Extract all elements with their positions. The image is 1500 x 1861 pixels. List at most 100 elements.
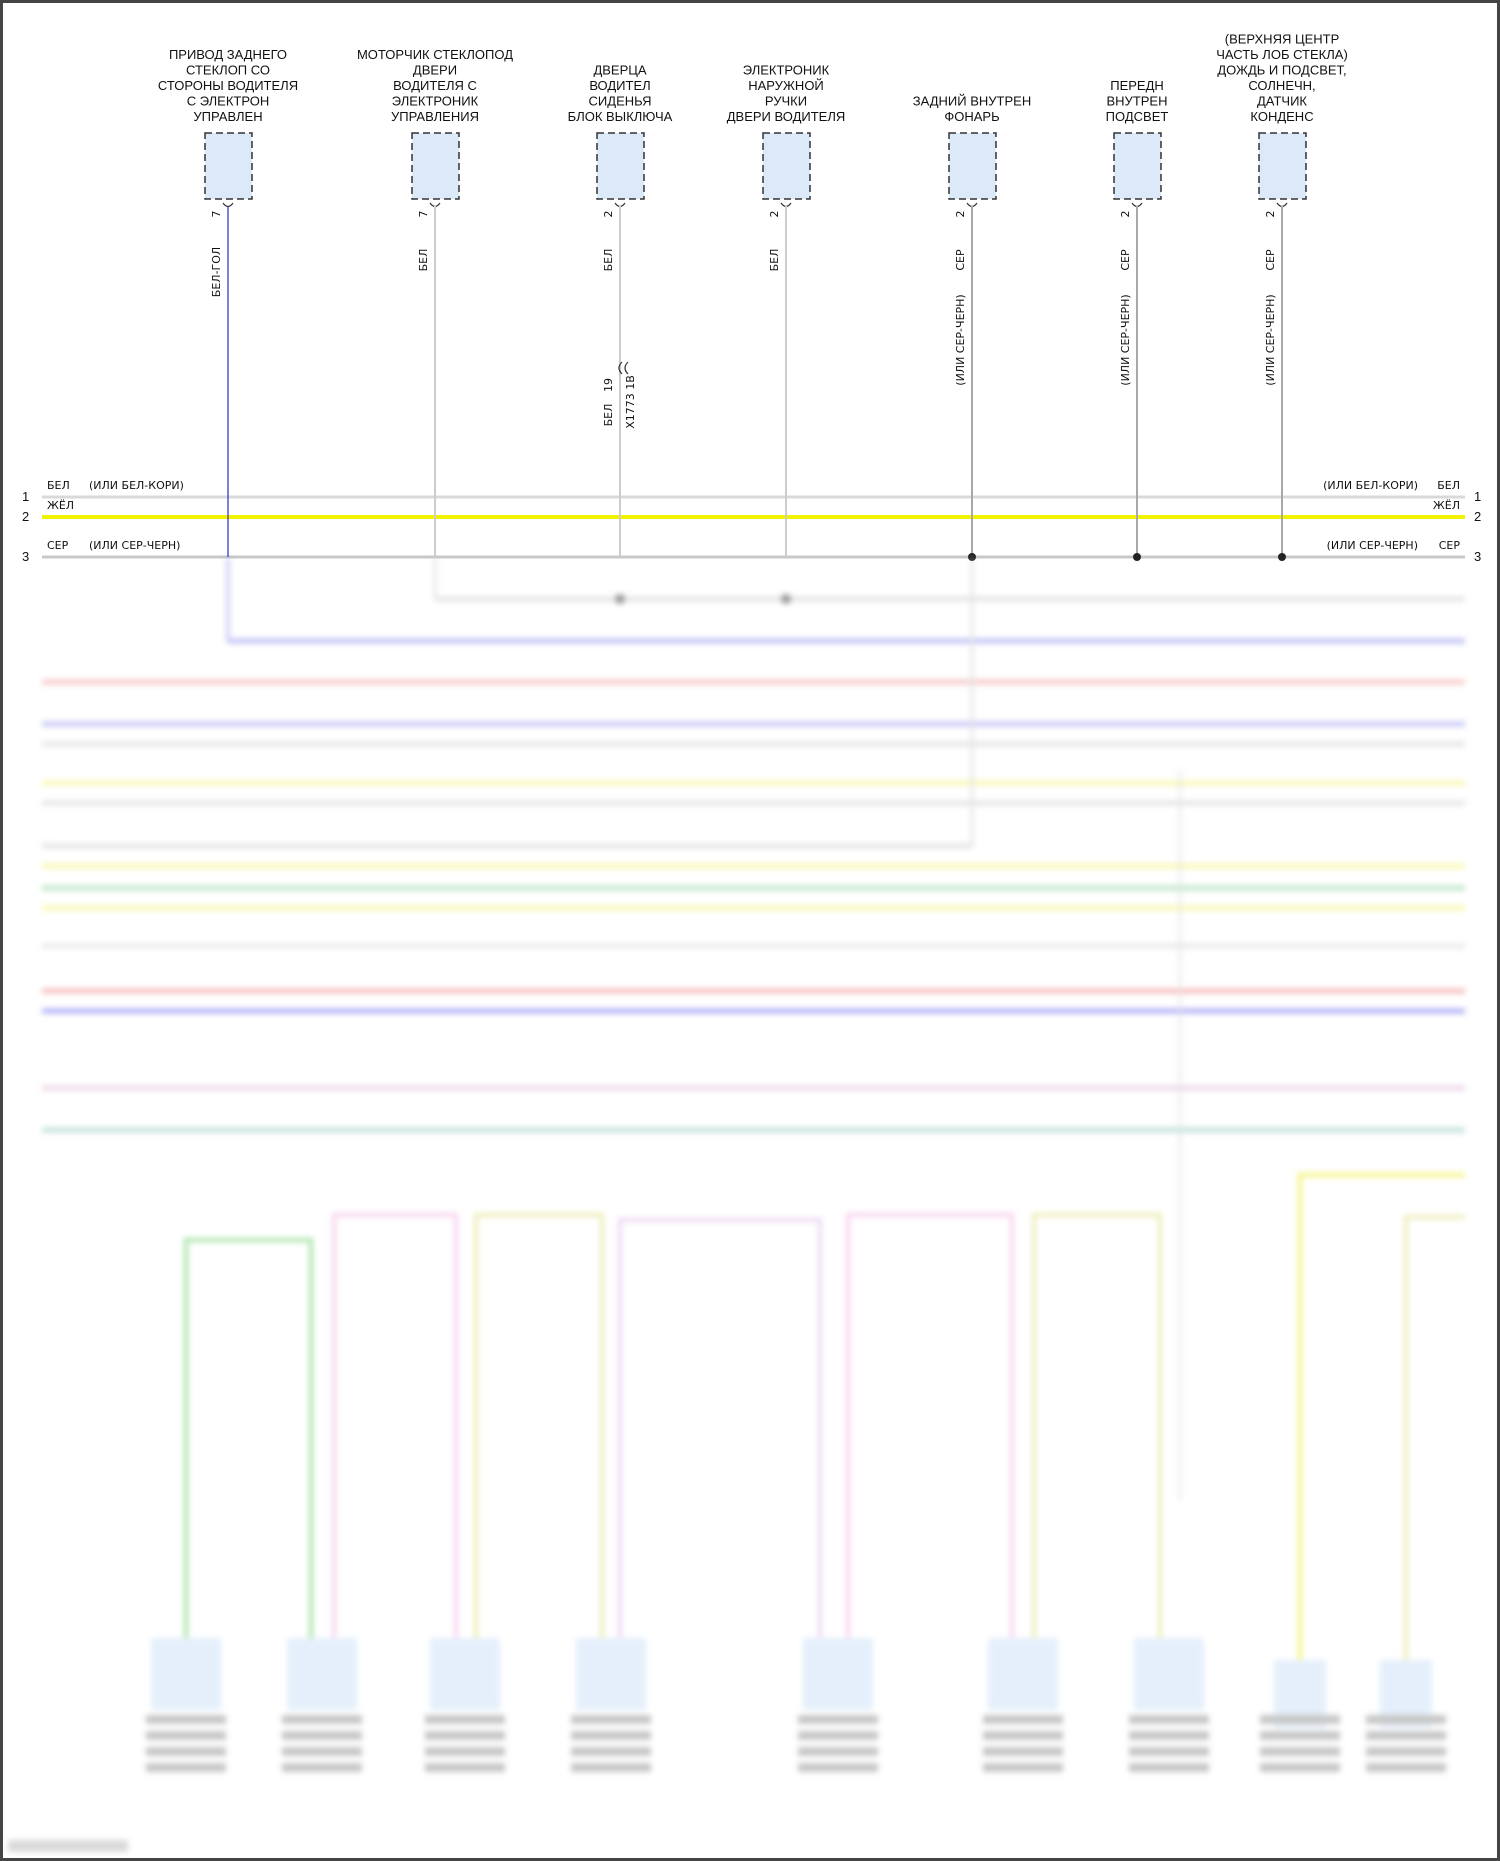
harness-loop	[618, 1218, 822, 1638]
wire-color-label: БЕЛ	[417, 249, 430, 272]
component-box	[411, 132, 460, 200]
component-box	[803, 1638, 873, 1710]
component-label-line: ПЕРЕДН	[1110, 78, 1164, 93]
component-label-line: ВНУТРЕН	[1107, 94, 1168, 109]
wire-color-alt-label: (ИЛИ СЕР-ЧЕРН)	[954, 294, 967, 385]
component-label-line: С ЭЛЕКТРОН	[187, 94, 270, 109]
wire-color-label: БЕЛ	[768, 249, 781, 272]
component-label-blurred	[571, 1763, 651, 1772]
component-box	[988, 1638, 1058, 1710]
wire-color-label: СЕР	[1119, 249, 1132, 271]
splice-dot	[781, 594, 791, 604]
component-label-blurred	[146, 1731, 226, 1740]
component-label-blurred	[425, 1731, 505, 1740]
pin-number: 2	[768, 211, 781, 218]
harness-loop	[474, 1213, 604, 1638]
component-label-blurred	[983, 1747, 1063, 1756]
component-label-blurred	[282, 1715, 362, 1724]
bus-pin-right: 1	[1474, 489, 1481, 504]
component-label-blurred	[1366, 1715, 1446, 1724]
component-label-blurred	[983, 1715, 1063, 1724]
wire-color-label: БЕЛ-ГОЛ	[210, 247, 223, 297]
connector-socket-icon	[1276, 202, 1288, 208]
bus-label-right: БЕЛ	[1437, 479, 1460, 492]
component-box	[204, 132, 253, 200]
component-label-line: ДОЖДЬ И ПОДСВЕТ,	[1217, 63, 1346, 78]
component-box	[762, 132, 811, 200]
component-label-line: СИДЕНЬЯ	[589, 94, 652, 109]
component-label-blurred	[146, 1747, 226, 1756]
component-label-blurred	[425, 1763, 505, 1772]
component-label-blurred	[425, 1747, 505, 1756]
component-label-blurred	[798, 1747, 878, 1756]
bus-pin-left: 3	[22, 549, 29, 564]
inline-connector-name: X1773 1B	[624, 375, 637, 429]
connector-socket-icon	[614, 202, 626, 208]
connector-socket-icon	[780, 202, 792, 208]
component-label-blurred	[798, 1715, 878, 1724]
pin-number: 7	[210, 211, 223, 218]
splice-dot	[615, 594, 625, 604]
component-box	[430, 1638, 500, 1710]
component-label-line: ПРИВОД ЗАДНЕГО	[169, 47, 287, 62]
component-box	[596, 132, 645, 200]
component-label-line: ПОДСВЕТ	[1106, 109, 1169, 124]
component-label-blurred	[1366, 1763, 1446, 1772]
pin-number: 2	[602, 211, 615, 218]
bus-pin-left: 2	[22, 509, 29, 524]
component-label-line: ДВЕРЦА	[593, 63, 646, 78]
component-label-blurred	[1260, 1747, 1340, 1756]
bus-label-right: СЕР	[1439, 539, 1461, 552]
component-label-line: ФОНАРЬ	[944, 109, 999, 124]
pin-number: 2	[954, 211, 967, 218]
component-label-line: (ВЕРХНЯЯ ЦЕНТР	[1225, 32, 1340, 47]
component-label-line: СТОРОНЫ ВОДИТЕЛЯ	[158, 78, 298, 93]
component-label-line: НАРУЖНОЙ	[748, 78, 824, 93]
component-label-blurred	[571, 1715, 651, 1724]
bus-label-left-alt: (ИЛИ БЕЛ-КОРИ)	[89, 479, 184, 492]
pin-number: 7	[417, 211, 430, 218]
component-label-blurred	[282, 1747, 362, 1756]
wire-color-label: СЕР	[954, 249, 967, 271]
component-label-blurred	[1129, 1763, 1209, 1772]
inline-connector-pin: 19	[602, 378, 615, 392]
wire-color-label: БЕЛ	[602, 249, 615, 272]
component-label-blurred	[282, 1763, 362, 1772]
component-label-line: ЭЛЕКТРОНИК	[743, 63, 830, 78]
component-label-line: УПРАВЛЕН	[193, 109, 262, 124]
harness-loop	[1032, 1213, 1162, 1638]
wire-color-label: СЕР	[1264, 249, 1277, 271]
upper-diagram: 1 1 БЕЛ (ИЛИ БЕЛ-КОРИ) (ИЛИ БЕЛ-КОРИ) БЕЛ 2 2 ЖЁ…	[22, 32, 1481, 565]
component-label-blurred	[1129, 1747, 1209, 1756]
component-label-blurred	[1129, 1731, 1209, 1740]
component-box	[1134, 1638, 1204, 1710]
component-label-line: СОЛНЕЧН,	[1248, 78, 1315, 93]
harness-loop	[184, 1238, 313, 1638]
component-label-blurred	[1366, 1747, 1446, 1756]
component-label-blurred	[571, 1747, 651, 1756]
component-label-line: СТЕКЛОП СО	[186, 63, 270, 78]
component-label-blurred	[146, 1763, 226, 1772]
component-label-line: ЗАДНИЙ ВНУТРЕН	[913, 94, 1031, 109]
component-label-blurred	[1260, 1731, 1340, 1740]
pin-number: 2	[1119, 211, 1132, 218]
inline-connector-icon	[618, 361, 629, 375]
component-label-line: ДВЕРИ	[413, 63, 457, 78]
component-label-line: ЧАСТЬ ЛОБ СТЕКЛА)	[1216, 47, 1348, 62]
component-box	[151, 1638, 221, 1710]
component-label-blurred	[1366, 1731, 1446, 1740]
component-label-blurred	[146, 1715, 226, 1724]
harness-wire	[1404, 1215, 1465, 1660]
wire-color-alt-label: (ИЛИ СЕР-ЧЕРН)	[1264, 294, 1277, 385]
component-label-blurred	[1260, 1715, 1340, 1724]
blurred-lower-diagram	[8, 558, 1465, 1852]
component-box	[948, 132, 997, 200]
bus-pin-right: 2	[1474, 509, 1481, 524]
bus-label-right-alt: (ИЛИ СЕР-ЧЕРН)	[1327, 539, 1418, 552]
component-label-blurred	[425, 1715, 505, 1724]
component-box	[576, 1638, 646, 1710]
component-label-line: КОНДЕНС	[1250, 109, 1313, 124]
